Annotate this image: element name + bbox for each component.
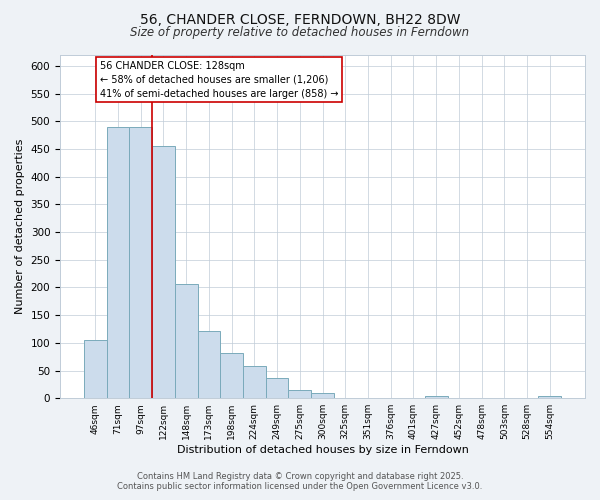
Bar <box>538 396 561 398</box>
Text: Contains HM Land Registry data © Crown copyright and database right 2025.
Contai: Contains HM Land Registry data © Crown c… <box>118 472 482 491</box>
Bar <box>425 396 448 398</box>
Bar <box>289 390 311 398</box>
Bar <box>84 340 107 398</box>
Bar <box>266 378 289 398</box>
Bar <box>175 284 197 398</box>
X-axis label: Distribution of detached houses by size in Ferndown: Distribution of detached houses by size … <box>176 445 469 455</box>
Bar <box>107 127 130 398</box>
Bar <box>311 392 334 398</box>
Text: Size of property relative to detached houses in Ferndown: Size of property relative to detached ho… <box>130 26 470 39</box>
Text: 56, CHANDER CLOSE, FERNDOWN, BH22 8DW: 56, CHANDER CLOSE, FERNDOWN, BH22 8DW <box>140 12 460 26</box>
Bar <box>130 127 152 398</box>
Bar <box>243 366 266 398</box>
Bar <box>152 146 175 398</box>
Text: 56 CHANDER CLOSE: 128sqm
← 58% of detached houses are smaller (1,206)
41% of sem: 56 CHANDER CLOSE: 128sqm ← 58% of detach… <box>100 60 338 98</box>
Y-axis label: Number of detached properties: Number of detached properties <box>15 139 25 314</box>
Bar <box>220 353 243 398</box>
Bar <box>197 330 220 398</box>
